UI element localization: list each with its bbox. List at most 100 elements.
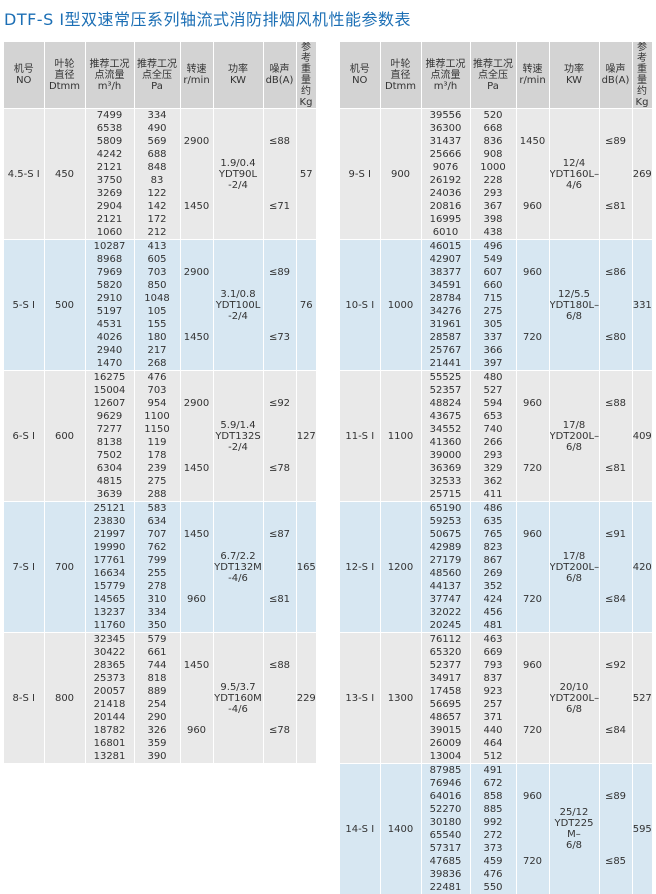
flow-cell: 16801 [85, 737, 134, 750]
speed-cell: 960 [516, 174, 549, 240]
model-cell: 14-S Ⅰ [340, 764, 380, 894]
column-header-line: 点流量 [431, 70, 461, 81]
pressure-cell: 703 [134, 266, 180, 279]
flow-cell: 7277 [85, 423, 134, 436]
column-header-line: 叶轮 [391, 59, 411, 70]
column-header-line: 直径 [391, 70, 411, 81]
pressure-cell: 1100 [134, 410, 180, 423]
flow-cell: 31437 [421, 135, 470, 148]
speed-cell: 960 [516, 371, 549, 437]
power-cell-line: YDT100L [216, 300, 261, 311]
column-header-line: dB(A) [602, 75, 630, 86]
power-cell-line: YDT132M [214, 562, 262, 573]
power-cell-line: YDT160L– [550, 169, 600, 180]
flow-cell: 30180 [421, 816, 470, 829]
pressure-cell: 653 [470, 410, 516, 423]
flow-cell: 65540 [421, 829, 470, 842]
speed-cell: 1450 [180, 174, 213, 240]
flow-cell: 28365 [85, 659, 134, 672]
flow-cell: 7502 [85, 449, 134, 462]
model-cell: 9-S Ⅰ [340, 109, 380, 240]
flow-cell: 4026 [85, 331, 134, 344]
noise-cell: ≤87 [263, 502, 296, 568]
pressure-cell: 660 [470, 279, 516, 292]
flow-cell: 22481 [421, 881, 470, 894]
flow-cell: 65190 [421, 502, 470, 516]
pressure-cell: 762 [134, 541, 180, 554]
power-cell-line: 6.7/2.2 [220, 551, 255, 562]
pressure-cell: 367 [470, 200, 516, 213]
pressure-cell: 848 [134, 161, 180, 174]
pressure-cell: 579 [134, 633, 180, 647]
weight-cell: 76 [296, 240, 316, 371]
pressure-cell: 799 [134, 554, 180, 567]
flow-cell: 48824 [421, 397, 470, 410]
flow-cell: 34917 [421, 672, 470, 685]
pressure-cell: 481 [470, 619, 516, 633]
pressure-cell: 456 [470, 606, 516, 619]
flow-cell: 47685 [421, 855, 470, 868]
noise-cell: ≤84 [599, 698, 632, 764]
pressure-cell: 352 [470, 580, 516, 593]
flow-cell: 11760 [85, 619, 134, 633]
flow-cell: 34276 [421, 305, 470, 318]
pressure-cell: 569 [134, 135, 180, 148]
flow-cell: 52270 [421, 803, 470, 816]
speed-cell: 960 [180, 567, 213, 633]
flow-cell: 20245 [421, 619, 470, 633]
flow-cell: 5197 [85, 305, 134, 318]
pressure-cell: 583 [134, 502, 180, 516]
noise-cell: ≤88 [263, 109, 296, 175]
pressure-cell: 923 [470, 685, 516, 698]
flow-cell: 7499 [85, 109, 134, 123]
speed-cell: 2900 [180, 371, 213, 437]
pressure-cell: 668 [470, 122, 516, 135]
flow-cell: 23830 [85, 515, 134, 528]
column-header-line: m³/h [434, 81, 457, 92]
pressure-cell: 337 [470, 331, 516, 344]
pressure-cell: 858 [470, 790, 516, 803]
pressure-cell: 228 [470, 174, 516, 187]
flow-cell: 76946 [421, 777, 470, 790]
power-cell-line: 20/10 [560, 682, 589, 693]
flow-cell: 20057 [85, 685, 134, 698]
flow-cell: 8968 [85, 253, 134, 266]
pressure-cell: 254 [134, 698, 180, 711]
diameter-cell: 600 [44, 371, 85, 502]
flow-cell: 9076 [421, 161, 470, 174]
weight-cell: 595 [632, 764, 652, 894]
flow-cell: 18782 [85, 724, 134, 737]
flow-cell: 44137 [421, 580, 470, 593]
column-header-line: 推荐工况 [137, 59, 177, 70]
pressure-cell: 440 [470, 724, 516, 737]
flow-cell: 2904 [85, 200, 134, 213]
power-cell-line: -2/4 [228, 311, 248, 322]
pressure-cell: 329 [470, 462, 516, 475]
column-header-line: dB(A) [266, 75, 294, 86]
column-header-line: m³/h [98, 81, 121, 92]
diameter-cell: 1000 [380, 240, 421, 371]
flow-cell: 48657 [421, 711, 470, 724]
noise-cell: ≤88 [263, 633, 296, 699]
pressure-cell: 290 [134, 711, 180, 724]
flow-cell: 13237 [85, 606, 134, 619]
pressure-cell: 178 [134, 449, 180, 462]
noise-cell: ≤71 [263, 174, 296, 240]
speed-cell: 1450 [180, 436, 213, 502]
